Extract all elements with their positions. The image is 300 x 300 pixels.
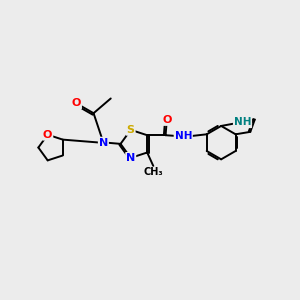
Text: O: O [72,98,81,108]
Text: O: O [43,130,52,140]
Text: S: S [127,125,135,135]
Text: N: N [126,153,135,163]
Text: NH: NH [234,117,251,127]
Text: CH₃: CH₃ [143,167,163,177]
Text: NH: NH [175,131,192,141]
Text: N: N [99,138,108,148]
Text: O: O [162,115,172,125]
